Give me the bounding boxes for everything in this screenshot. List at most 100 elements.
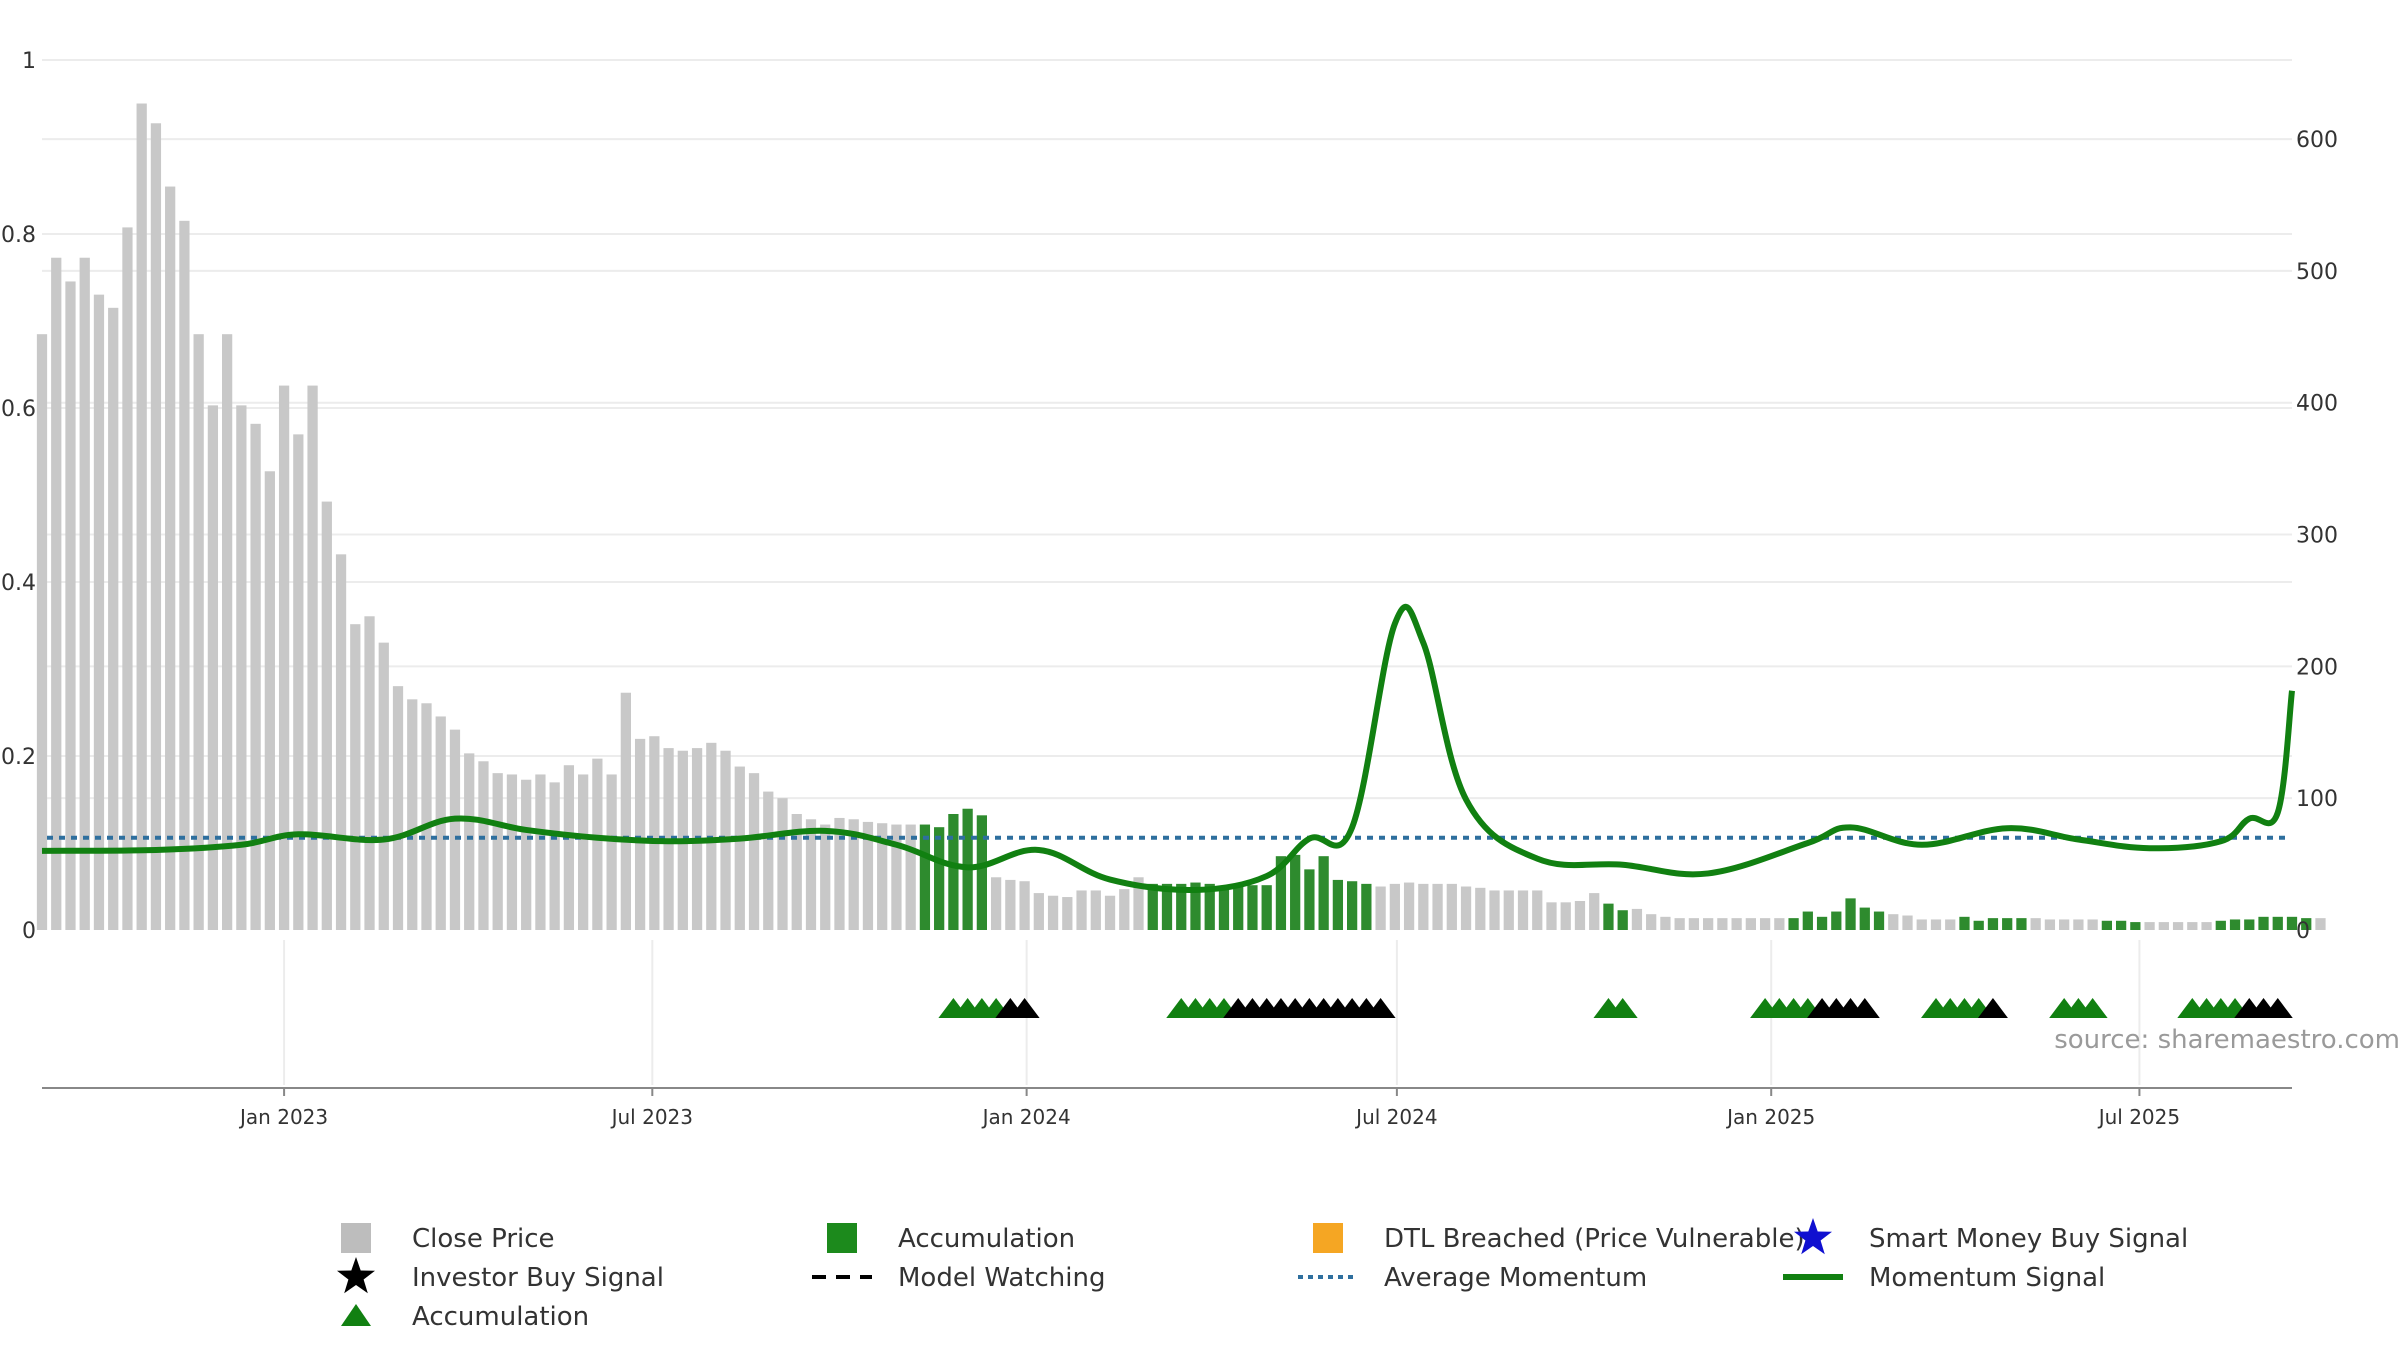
close-price-bar [1560, 902, 1571, 930]
close-price-bar [65, 281, 76, 930]
close-price-bar [563, 765, 575, 930]
accumulation-bar [2002, 918, 2013, 930]
close-price-bar [2158, 922, 2169, 930]
close-price-bar [378, 642, 389, 930]
close-price-bar [1916, 919, 1927, 930]
lines-layer [41, 604, 2295, 894]
close-price-bar [222, 334, 233, 930]
close-price-bar [2059, 919, 2070, 930]
investor-buy-triangle [2262, 998, 2293, 1018]
accumulation-bar [1788, 918, 1799, 930]
accumulation-bar [1603, 903, 1614, 930]
close-price-bar [1019, 881, 1030, 930]
close-price-bar [1589, 893, 1600, 930]
accumulation-bar [976, 815, 987, 930]
legend-entry: Accumulation [827, 1223, 1075, 1254]
accumulation-bar [2272, 916, 2283, 930]
accumulation-bar [2130, 922, 2141, 930]
accumulation-bar [2229, 919, 2241, 930]
close-price-bar [165, 186, 176, 930]
close-price-bar [1945, 919, 1956, 930]
y-left-tick-label: 0.8 [1, 223, 36, 248]
close-price-bar [179, 220, 190, 930]
close-price-bar [990, 877, 1002, 930]
y-right-tick-label: 100 [2296, 787, 2338, 812]
accumulation-bar [1831, 911, 1842, 930]
close-price-bar [1005, 879, 1016, 930]
accumulation-bar [2101, 920, 2112, 930]
close-price-bar [293, 434, 304, 930]
y-left-tick-label: 0.6 [1, 397, 36, 422]
close-price-bar [1774, 918, 1785, 930]
close-price-bar [592, 758, 603, 930]
accumulation-bar [2215, 920, 2226, 930]
close-price-bar [108, 307, 119, 930]
close-price-bar [634, 738, 646, 930]
close-price-bar [2187, 922, 2198, 930]
legend-entry: Close Price [341, 1223, 555, 1254]
legend-entry: DTL Breached (Price Vulnerable) [1313, 1223, 1805, 1254]
close-price-bar [1418, 883, 1429, 930]
close-price-bar [1104, 895, 1116, 930]
legend-label: Smart Money Buy Signal [1869, 1224, 2188, 1254]
close-price-bar [2087, 919, 2098, 930]
close-price-bar [1489, 890, 1500, 930]
close-price-bar [478, 761, 489, 930]
close-price-bar [278, 385, 290, 930]
close-price-bar [421, 703, 432, 930]
close-price-bar [1446, 883, 1457, 930]
close-price-bar [193, 334, 204, 930]
accumulation-bar [2301, 918, 2312, 930]
close-price-bar [2315, 918, 2326, 930]
legend-entry: Model Watching [812, 1263, 1105, 1293]
accumulation-bar [1161, 883, 1173, 930]
close-price-bar [335, 554, 347, 930]
markers-layer [938, 998, 2293, 1018]
close-price-bar [51, 257, 62, 930]
close-price-bar [777, 798, 788, 930]
close-price-bar [1930, 919, 1942, 930]
y-left-tick-label: 1 [22, 49, 36, 74]
y-left-tick-label: 0 [22, 919, 36, 944]
close-price-bar [1532, 890, 1543, 930]
close-price-bar [364, 616, 375, 930]
close-price-bar [36, 334, 48, 930]
close-price-bar [136, 103, 147, 930]
close-price-bar [549, 782, 560, 930]
investor-buy-triangle [1977, 998, 2008, 1018]
close-price-bar [578, 774, 589, 930]
accumulation-bar [1247, 885, 1258, 930]
accumulation-bar [1318, 856, 1329, 930]
accumulation-bar [1190, 882, 1201, 930]
axes-layer: Jan 2023 Jul 2023 Jan 2024 Jul 2024 Jan 2025… [1, 49, 2338, 1129]
x-tick-label: Jul 2024 [1354, 1105, 1437, 1129]
close-price-bar [2073, 919, 2084, 930]
close-price-bar [2172, 922, 2184, 930]
legend-triangle-icon [341, 1304, 371, 1326]
close-price-bar [350, 624, 361, 930]
x-tick-label: Jul 2025 [2097, 1105, 2180, 1129]
legend-entry: Smart Money Buy Signal [1794, 1218, 2188, 1255]
close-price-bar [877, 823, 888, 930]
y-right-tick-label: 400 [2296, 392, 2338, 417]
close-price-bar [1432, 883, 1443, 930]
close-price-bar [1646, 914, 1657, 930]
close-price-bar [1133, 877, 1144, 930]
x-tick-label: Jul 2023 [610, 1105, 693, 1129]
close-price-bar [1688, 918, 1700, 930]
close-price-bar [1574, 901, 1586, 930]
accumulation-bar [2258, 916, 2269, 930]
close-price-bar [93, 294, 105, 930]
x-tick-label: Jan 2025 [1725, 1105, 1815, 1129]
accumulation-bar [1204, 883, 1215, 930]
close-price-bar [1703, 918, 1714, 930]
close-price-bar [905, 824, 916, 930]
accumulation-bar [1973, 920, 1984, 930]
legend-square-icon [1313, 1223, 1343, 1253]
close-price-bar [649, 736, 660, 930]
legend-label: Average Momentum [1384, 1263, 1647, 1293]
legend-star-icon [337, 1257, 375, 1294]
close-price-bar [1475, 887, 1486, 930]
close-price-bar [1717, 918, 1728, 930]
close-price-bar [1047, 895, 1059, 930]
